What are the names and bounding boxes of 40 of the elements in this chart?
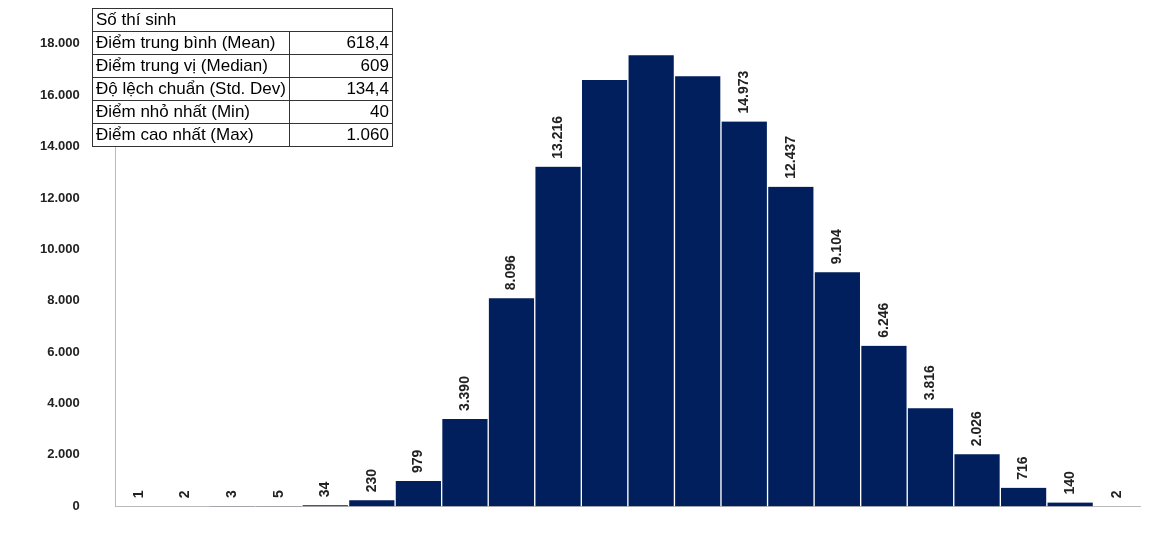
data-label: 2.026 [967,410,984,447]
data-label: 6.246 [874,302,891,338]
annotation: Điểm cao nhất (Max) [92,123,290,147]
y-tick-label: 8.000 [47,292,80,308]
data-label: 13.216 [548,115,565,159]
data-label: 14.973 [735,70,752,114]
y-tick-label: 0 [72,497,80,513]
y-tick-label: 10.000 [40,240,80,256]
text: Số thí sinh [92,8,393,32]
y-tick-label: 18.000 [40,35,80,51]
annotation: Điểm trung bình (Mean) [92,31,290,55]
annotation: Độ lệch chuẩn (Std. Dev) [92,77,290,101]
y-tick-label: 4.000 [47,395,80,411]
data-label: 2 [1107,490,1124,499]
data-label: 9.104 [828,229,845,265]
y-tick-label: 16.000 [40,86,80,102]
data-label: 8.096 [502,254,519,291]
y-tick-label: 12.000 [40,189,80,205]
data-label: 979 [409,449,426,474]
annotation: Điểm nhỏ nhất (Min) [92,100,290,124]
data-label: 1 [129,490,146,499]
data-label: 716 [1014,456,1031,480]
data-label: 3.816 [921,364,938,401]
y-tick-label: 2.000 [47,446,80,462]
annotation: 134,4 [289,77,393,101]
data-label: 140 [1061,471,1078,495]
data-label: 2 [176,490,193,499]
annotation: 618,4 [289,31,393,55]
annotation: Điểm trung vị (Median) [92,54,290,78]
data-label: 34 [316,481,333,498]
annotation: 40 [289,100,393,124]
annotation: 1.060 [289,123,393,147]
annotation: 609 [289,54,393,78]
data-label: 3.390 [455,375,472,412]
y-tick-label: 14.000 [40,138,80,154]
data-label: 3 [223,490,240,499]
data-label: 12.437 [781,135,798,179]
data-label: 230 [362,468,379,493]
data-label: 5 [269,490,286,499]
y-tick-label: 6.000 [47,343,80,359]
